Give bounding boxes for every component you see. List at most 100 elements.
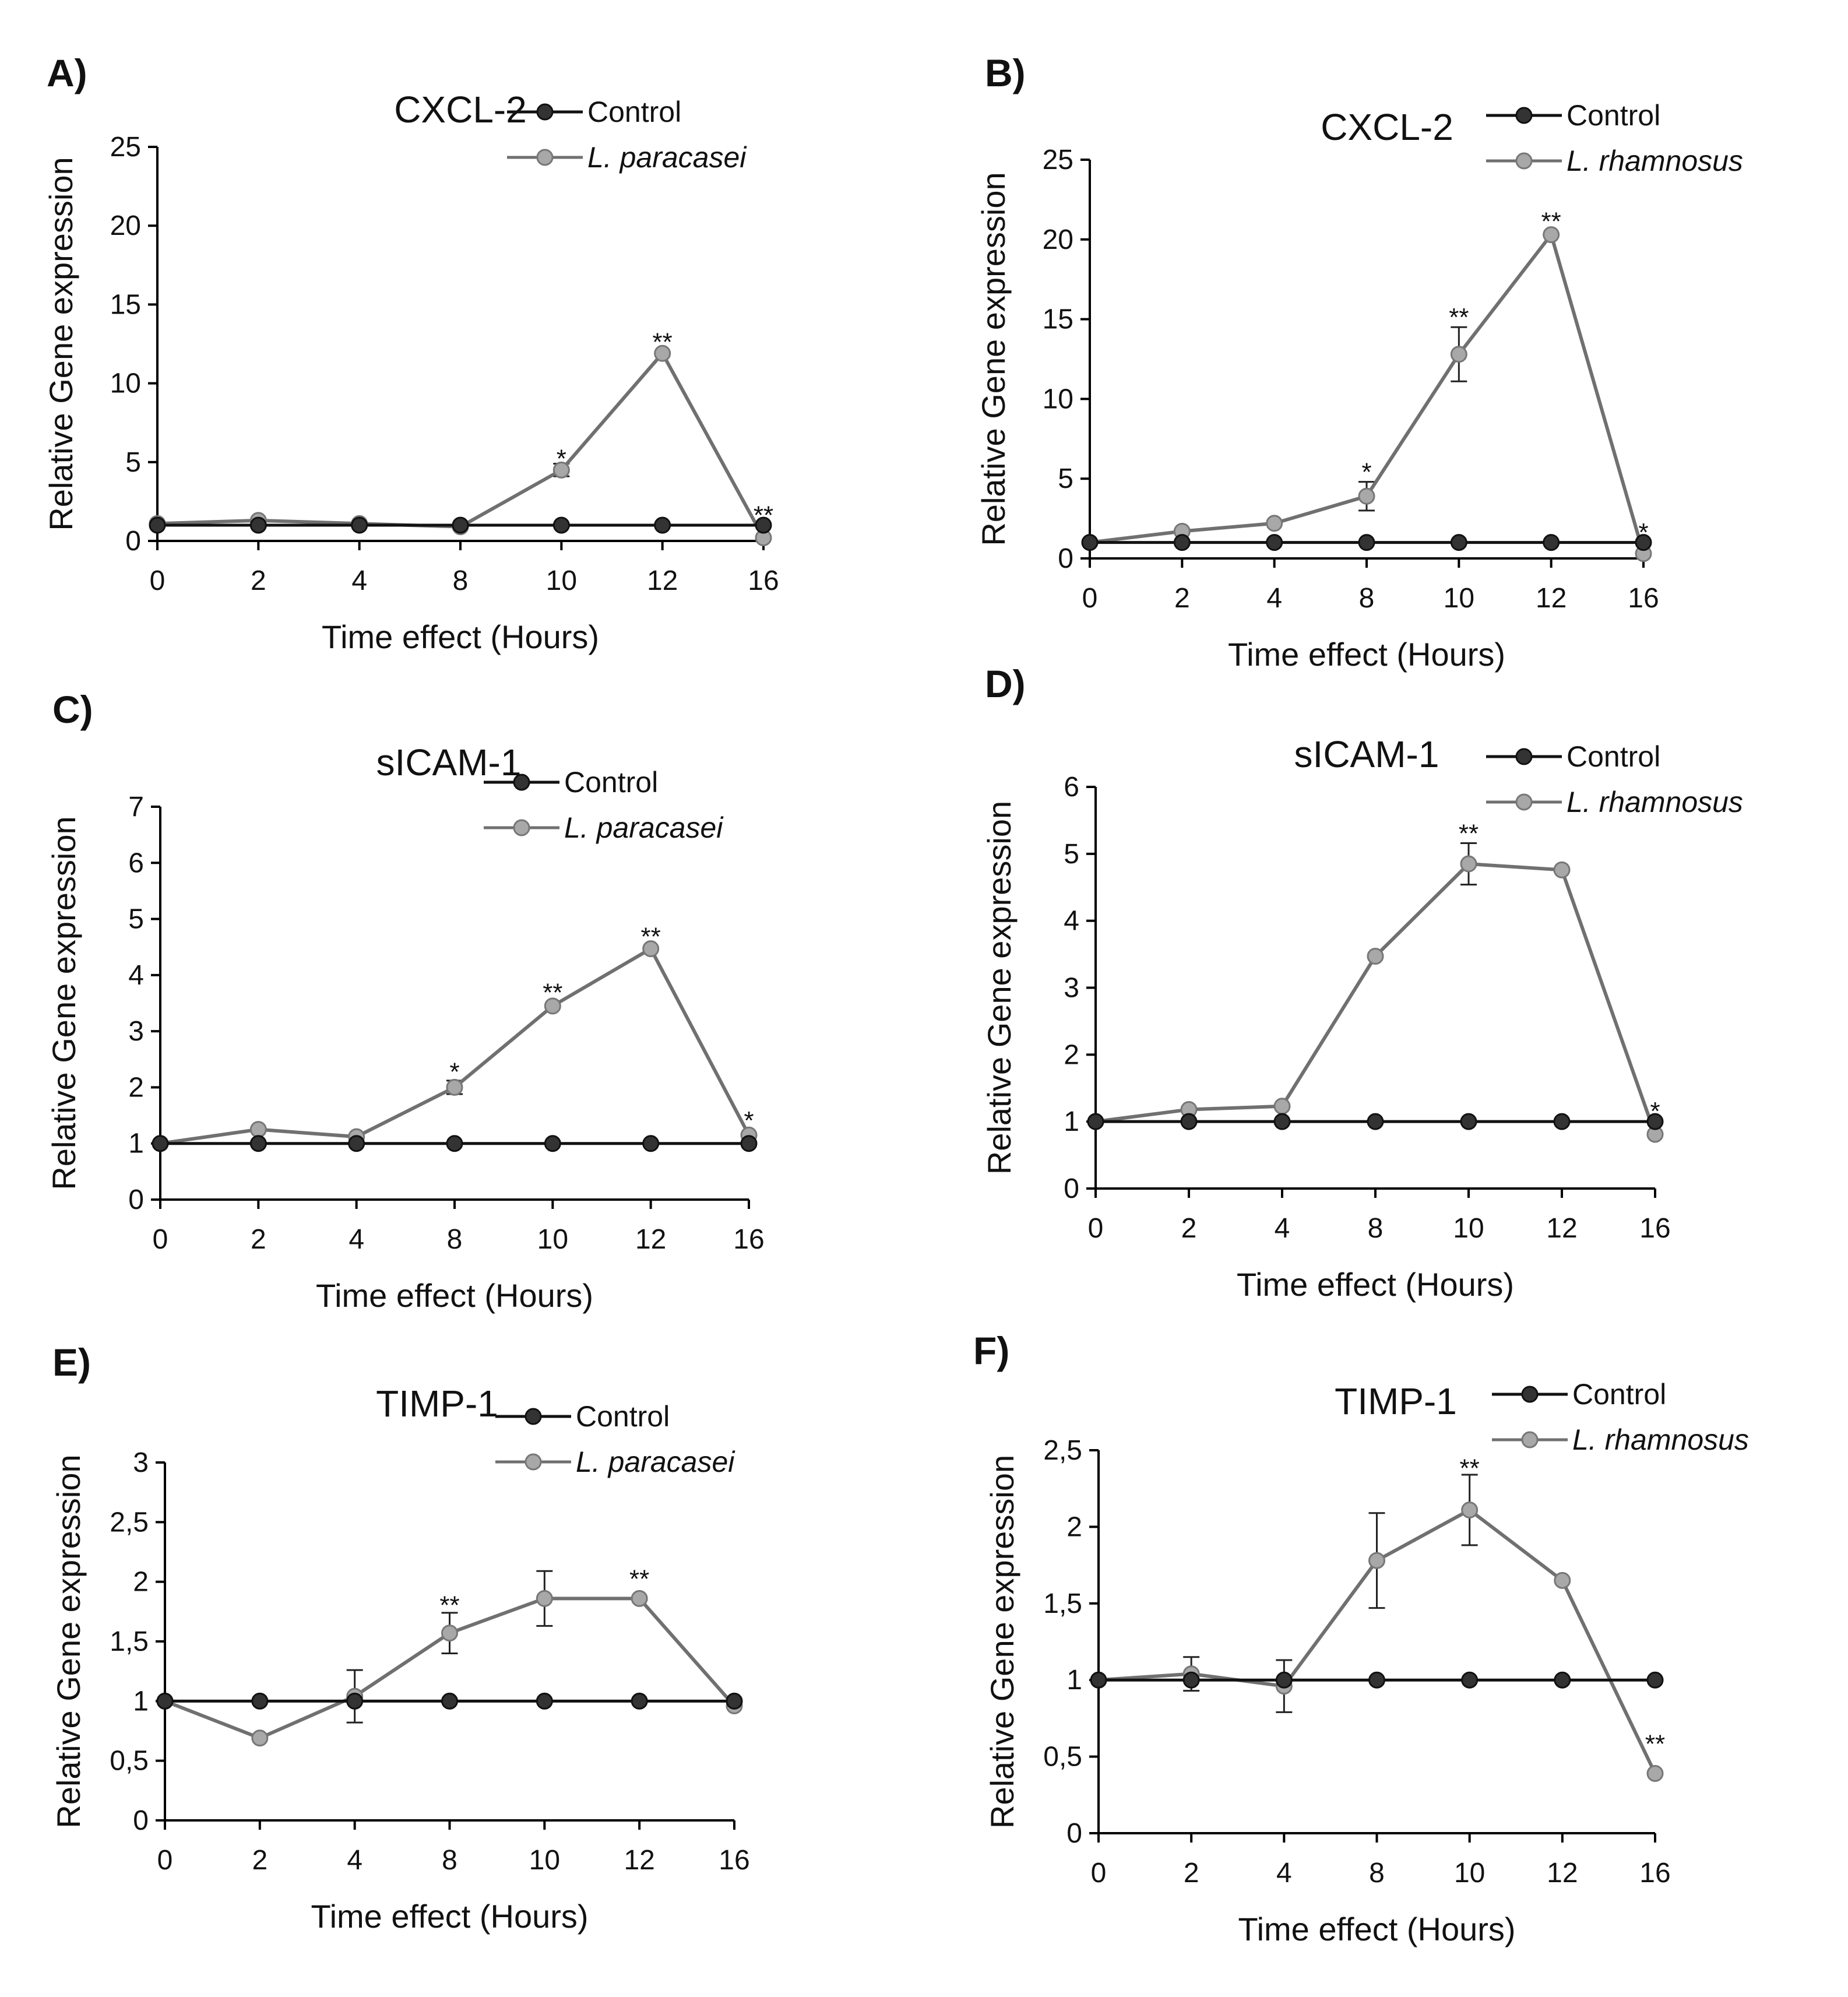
data-point <box>1090 1671 1107 1689</box>
y-tick-label: 2,5 <box>110 1507 149 1538</box>
significance-label: * <box>1650 1097 1660 1126</box>
y-tick-label: 5 <box>1058 463 1073 494</box>
x-tick-label: 12 <box>1536 583 1567 614</box>
y-tick-label: 4 <box>128 960 144 991</box>
significance-label: ** <box>1541 208 1561 236</box>
data-point <box>1553 1113 1571 1130</box>
y-tick-label: 0 <box>1058 543 1073 574</box>
y-axis-title: Relative Gene expression <box>50 1454 87 1828</box>
chart-title: CXCL-2 <box>1321 106 1453 148</box>
legend-label: L. rhamnosus <box>1567 145 1743 177</box>
y-tick-label: 0 <box>125 526 141 557</box>
data-point <box>654 516 671 534</box>
x-tick-label: 16 <box>733 1224 764 1255</box>
y-axis-title: Relative Gene expression <box>984 1455 1020 1829</box>
legend-marker <box>1521 1431 1539 1448</box>
series-control <box>156 1692 743 1710</box>
legend-marker <box>525 1408 542 1425</box>
data-point <box>1461 1671 1479 1689</box>
legend-marker <box>525 1453 542 1471</box>
data-point <box>441 1692 458 1710</box>
y-tick-label: 2 <box>133 1567 149 1598</box>
legend: Control L. paracasei <box>507 96 747 174</box>
y-tick-label: 15 <box>110 289 141 320</box>
data-point <box>1273 1113 1291 1130</box>
data-point <box>249 1135 267 1152</box>
y-tick-label: 20 <box>110 210 141 241</box>
y-tick-label: 15 <box>1043 304 1073 335</box>
legend-marker <box>1515 152 1533 170</box>
x-tick-label: 2 <box>251 1224 266 1255</box>
y-tick-label: 10 <box>110 368 141 399</box>
significance-label: * <box>557 444 566 473</box>
significance-label: ** <box>1449 303 1469 332</box>
series-treatment <box>1087 842 1664 1143</box>
data-point <box>1646 1113 1664 1130</box>
y-tick-label: 5 <box>1064 839 1079 870</box>
data-point <box>1554 1671 1571 1689</box>
data-point <box>1450 534 1467 551</box>
significance-label: ** <box>754 501 773 530</box>
y-tick-label: 10 <box>1043 384 1073 414</box>
data-point <box>1266 515 1283 532</box>
y-tick-label: 3 <box>128 1016 144 1047</box>
x-tick-label: 10 <box>1453 1213 1484 1244</box>
y-tick-label: 6 <box>128 848 144 878</box>
data-point <box>1646 1671 1664 1689</box>
y-tick-label: 2 <box>1064 1039 1079 1070</box>
x-tick-label: 0 <box>1091 1858 1107 1889</box>
legend-label: L. rhamnosus <box>1567 786 1743 818</box>
legend-label: L. paracasei <box>564 811 724 844</box>
x-tick-label: 8 <box>1359 583 1375 614</box>
chart-panel-5: E) TIMP-1 0 0,5 1 1,5 2 2,5 3 0 2 4 8 10 12 16 Time effe… <box>50 1341 750 1935</box>
series-treatment <box>1081 226 1652 562</box>
chart-title: TIMP-1 <box>376 1383 498 1425</box>
data-point <box>152 1135 169 1152</box>
y-tick-label: 7 <box>128 792 144 822</box>
x-tick-label: 0 <box>1082 583 1098 614</box>
x-tick-label: 12 <box>1547 1858 1578 1889</box>
data-point <box>249 1121 267 1138</box>
x-tick-label: 4 <box>1276 1858 1292 1889</box>
x-tick-label: 10 <box>1444 583 1474 614</box>
legend: Control L. rhamnosus <box>1486 99 1743 177</box>
legend-marker <box>536 103 554 121</box>
y-tick-label: 5 <box>125 447 141 478</box>
y-tick-label: 1 <box>128 1128 144 1159</box>
data-point <box>1450 346 1467 363</box>
data-point <box>1367 948 1384 965</box>
significance-label: ** <box>1459 819 1479 848</box>
data-point <box>631 1590 648 1607</box>
chart-title: CXCL-2 <box>394 89 527 131</box>
legend-marker <box>1515 793 1533 811</box>
panel-letter: B) <box>985 51 1026 94</box>
y-tick-label: 2 <box>128 1072 144 1103</box>
y-tick-label: 0,5 <box>110 1746 149 1777</box>
legend-label: L. paracasei <box>576 1446 735 1478</box>
chart-title: TIMP-1 <box>1335 1380 1457 1422</box>
x-tick-label: 12 <box>647 565 678 596</box>
y-tick-label: 2,5 <box>1043 1435 1082 1466</box>
legend: Control L. rhamnosus <box>1486 740 1743 818</box>
y-tick-label: 1 <box>1066 1665 1082 1696</box>
y-tick-label: 0,5 <box>1043 1742 1082 1773</box>
panel-letter: E) <box>52 1341 91 1384</box>
data-point <box>1554 1571 1571 1589</box>
x-tick-label: 0 <box>1088 1213 1104 1244</box>
x-tick-label: 8 <box>453 565 469 596</box>
y-tick-label: 20 <box>1043 224 1073 255</box>
legend-label: L. rhamnosus <box>1572 1423 1749 1456</box>
data-point <box>1460 855 1477 873</box>
legend-marker <box>1515 107 1533 124</box>
data-point <box>1180 1113 1198 1130</box>
x-axis-title: Time effect (Hours) <box>1228 636 1505 673</box>
significance-label: * <box>449 1057 459 1086</box>
data-point <box>251 1692 269 1710</box>
y-tick-label: 25 <box>1043 145 1073 175</box>
y-tick-label: 0 <box>128 1184 144 1215</box>
series-control <box>149 516 772 534</box>
x-tick-label: 12 <box>1546 1213 1577 1244</box>
data-point <box>446 1078 463 1096</box>
data-point <box>1358 534 1375 551</box>
y-tick-label: 0 <box>133 1805 149 1836</box>
